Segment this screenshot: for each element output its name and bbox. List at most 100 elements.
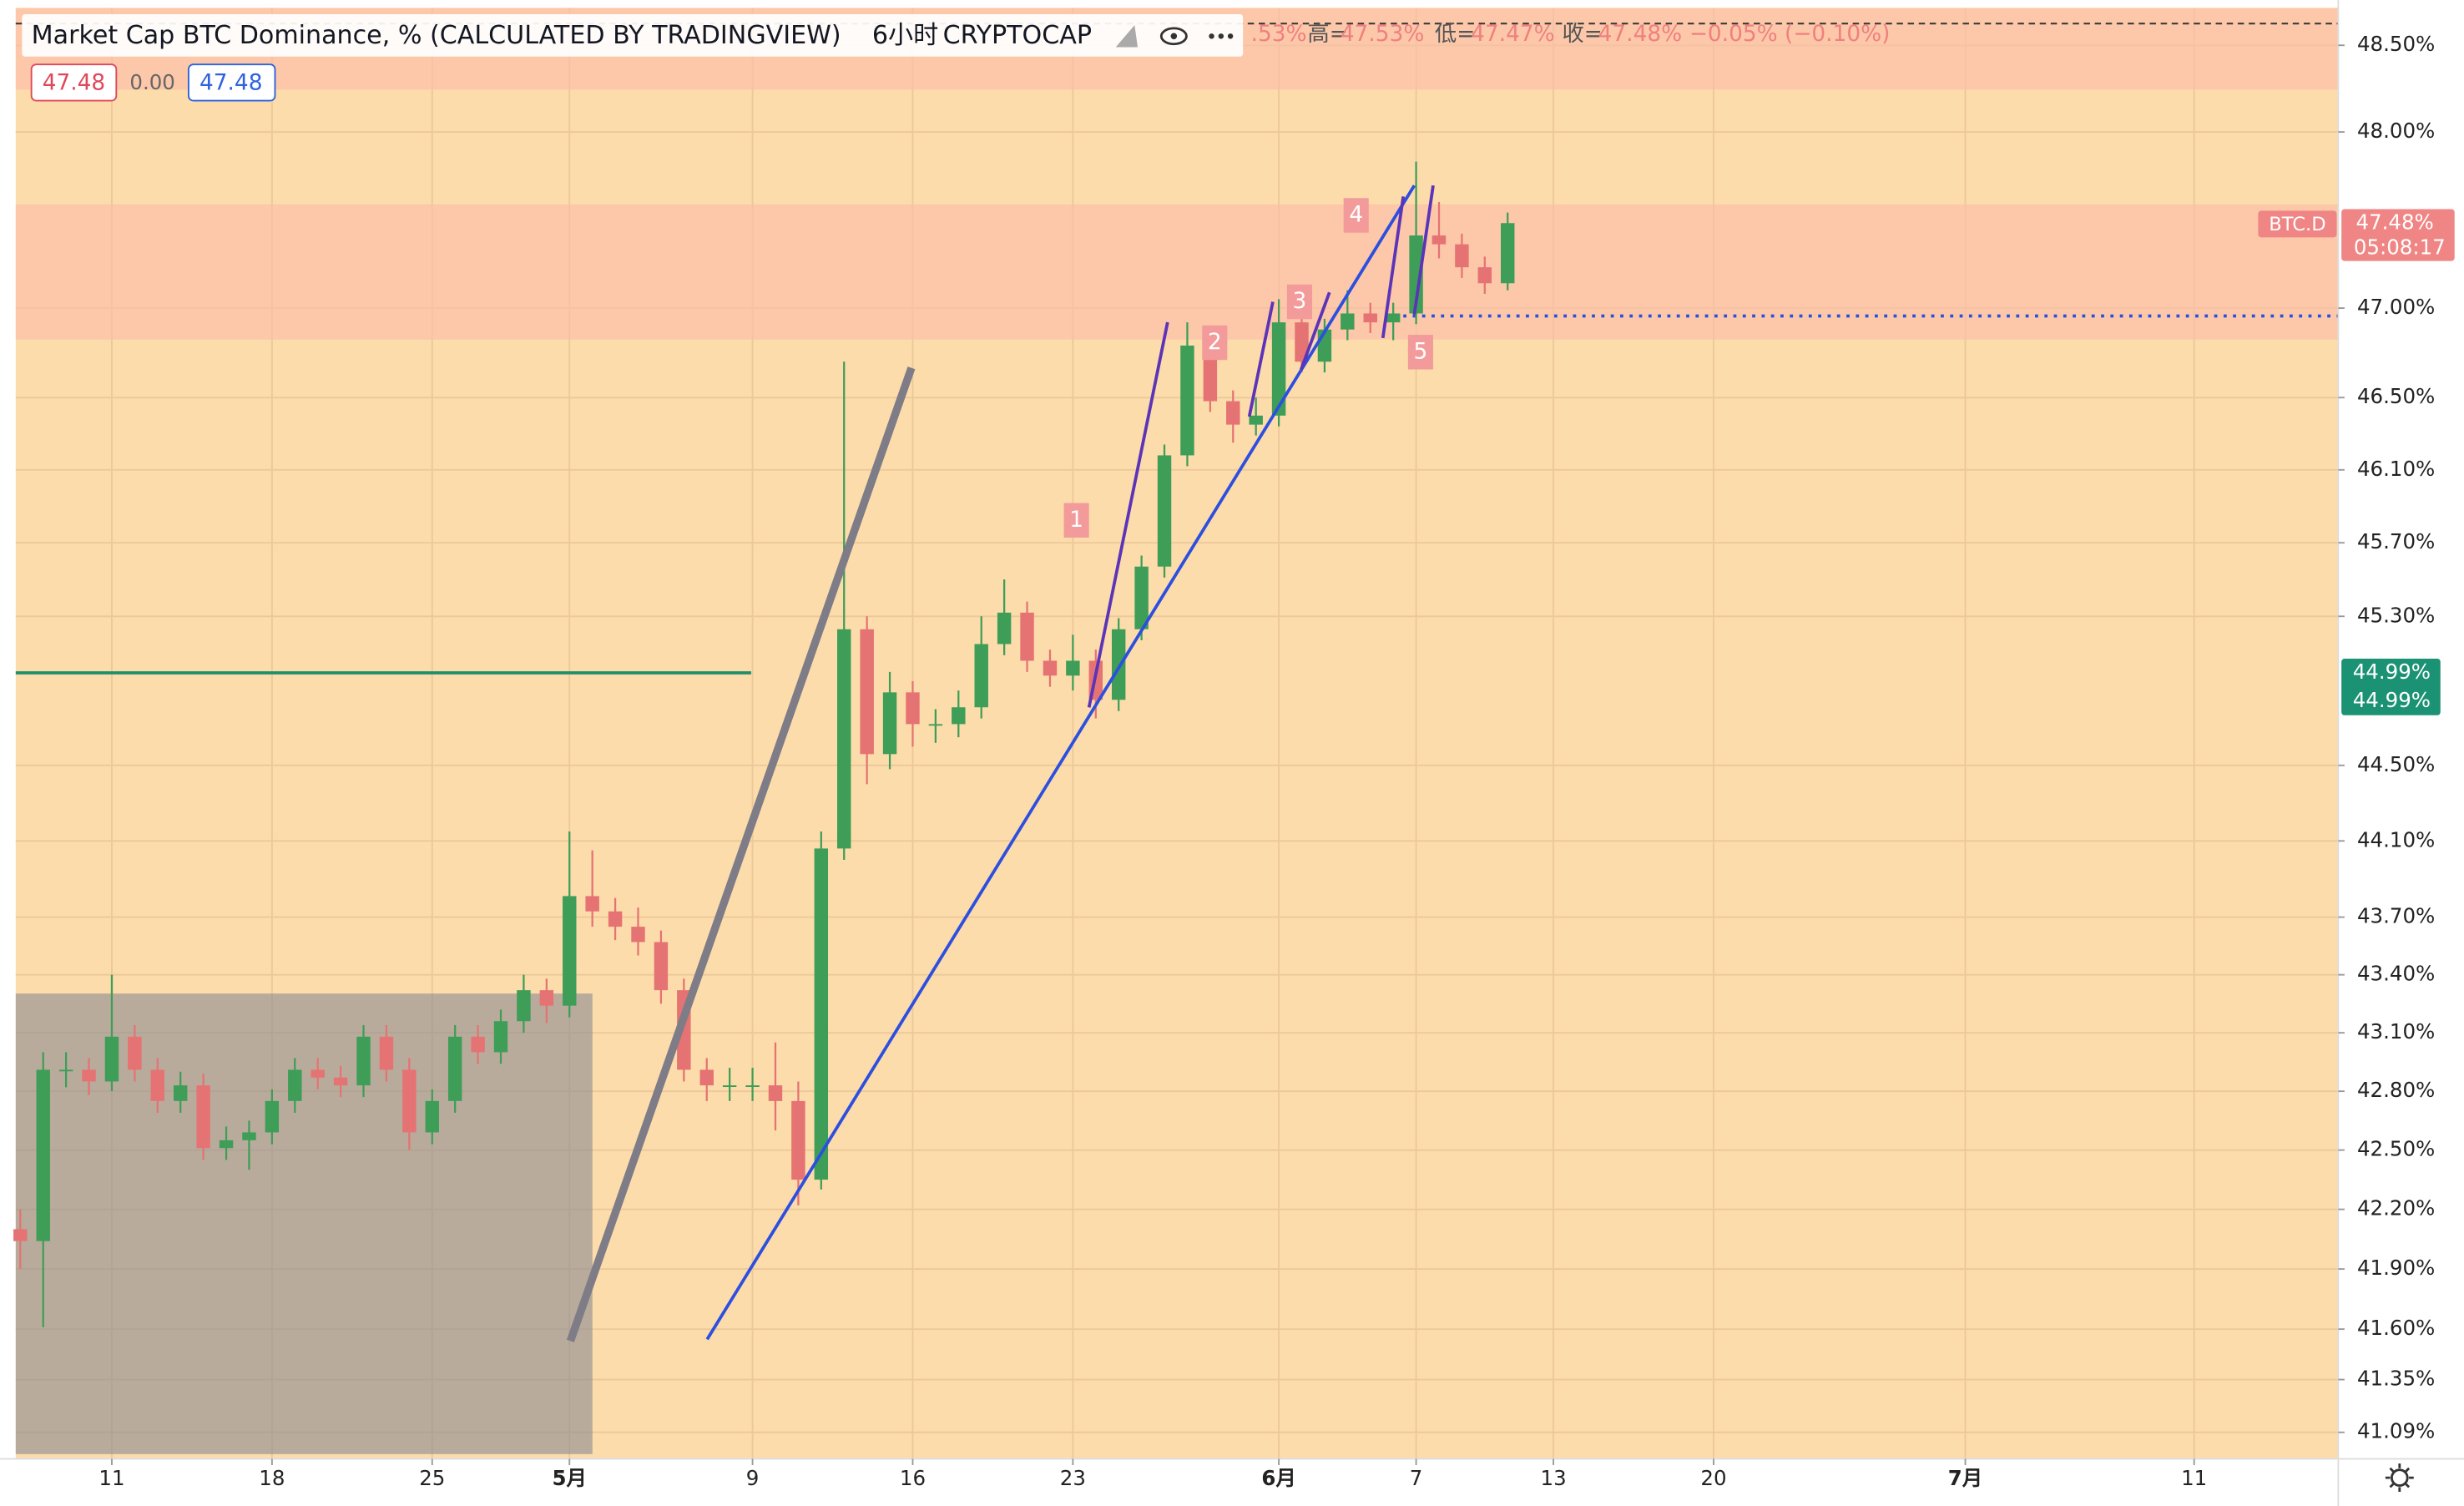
candle-body [768, 1085, 783, 1101]
candle-body [722, 1085, 737, 1088]
y-tick-label: 43.10% [2357, 1019, 2435, 1044]
x-tick-label: 7月 [1948, 1466, 1982, 1490]
flag-icon[interactable] [1115, 25, 1139, 48]
header-box [22, 13, 1244, 57]
level-label: 44.99% [2353, 688, 2431, 712]
wave-line [1300, 291, 1331, 371]
candle-body [150, 1069, 165, 1101]
candle-body [128, 1036, 142, 1070]
wave-box [1343, 198, 1369, 233]
wave-label: 5 [1414, 339, 1428, 364]
candle-body [425, 1100, 439, 1133]
candle-body [333, 1077, 348, 1086]
badge-value: 47.48 [43, 70, 105, 95]
candle-body [928, 724, 943, 726]
candle-body [517, 990, 531, 1022]
candle-body [860, 629, 874, 755]
candle-body [36, 1069, 50, 1241]
candle-body [1066, 660, 1080, 676]
candle-body [1157, 455, 1172, 567]
candle-body [1363, 313, 1377, 323]
candle-body [1249, 415, 1263, 425]
candle-body [539, 990, 554, 1006]
candle-body [493, 1021, 508, 1053]
x-tick-label: 9 [746, 1466, 760, 1490]
x-tick-label: 11 [2181, 1466, 2207, 1490]
x-axis-area [0, 1458, 2339, 1506]
range-box [15, 993, 593, 1454]
badge [187, 63, 276, 102]
level-box [2341, 659, 2441, 715]
candle-body [745, 1085, 760, 1088]
resistance-zone [15, 204, 2339, 340]
candle-body [608, 911, 623, 927]
y-tick-label: 41.35% [2357, 1367, 2435, 1391]
x-tick-label: 5月 [553, 1466, 587, 1490]
countdown: 05:08:17 [2354, 235, 2446, 260]
candle-body [1477, 267, 1492, 284]
y-tick-label: 47.00% [2357, 295, 2435, 319]
trend-line [705, 184, 1416, 1341]
y-tick-label: 42.20% [2357, 1196, 2435, 1220]
candle-body [1043, 660, 1058, 676]
candle-body [1431, 235, 1447, 245]
candle-body [379, 1036, 394, 1070]
wave-line [1247, 301, 1275, 417]
candle-body [1134, 566, 1149, 629]
more-icon[interactable] [1209, 33, 1234, 39]
chart-title: Market Cap BTC Dominance, % (CALCULATED … [32, 21, 841, 50]
candle-body [974, 644, 988, 708]
y-tick-label: 45.30% [2357, 603, 2435, 627]
ohlc-key: 收= [1562, 22, 1602, 47]
wave-box [1407, 335, 1433, 370]
candle-body [1341, 313, 1355, 330]
candle-body [82, 1069, 96, 1082]
interval[interactable]: 6小时 [872, 21, 938, 50]
x-tick-label: 25 [419, 1466, 445, 1490]
candle-body [1455, 244, 1469, 268]
candle-body [402, 1069, 417, 1133]
wave-line [1412, 184, 1435, 315]
axis-labels: 41.09% 41.35% 41.60% 41.90% 42.20% 42.50% 42.8… [98, 32, 2435, 1490]
candle-body [265, 1100, 280, 1133]
candle-body [814, 848, 829, 1180]
y-tick-label: 44.50% [2357, 752, 2435, 776]
candle-body [288, 1069, 302, 1101]
candle-body [585, 896, 599, 912]
candle-body [791, 1100, 805, 1180]
candle-body [563, 896, 577, 1006]
y-tick-label: 41.60% [2357, 1316, 2435, 1340]
last-price: 47.48% [2356, 210, 2434, 234]
wave-box [1063, 503, 1089, 538]
candle-body [1295, 322, 1309, 362]
ohlc-value: .53% [1251, 22, 1307, 47]
candle-body [447, 1036, 462, 1101]
trend-line [566, 366, 916, 1342]
y-tick-label: 48.50% [2357, 32, 2435, 56]
wave-line [1381, 196, 1406, 339]
y-tick-label: 41.90% [2357, 1256, 2435, 1280]
candle-body [1020, 612, 1034, 661]
wave-label: 3 [1293, 289, 1307, 314]
y-tick-label: 43.40% [2357, 962, 2435, 986]
x-tick-label: 20 [1700, 1466, 1726, 1490]
wave-box [1202, 325, 1228, 361]
candle-body [471, 1036, 485, 1053]
ohlc-value: 47.47% [1471, 22, 1555, 47]
level-label: 44.99% [2353, 660, 2431, 684]
wave-label: 4 [1349, 202, 1363, 227]
wave-lines [1087, 184, 1435, 708]
x-tick-label: 23 [1060, 1466, 1086, 1490]
last-price-box [2341, 209, 2455, 261]
candle-body [1271, 322, 1286, 416]
candle-body [1180, 345, 1194, 456]
symbol-box [2258, 210, 2337, 238]
candle-body [13, 1229, 28, 1241]
ohlc-value: 47.53% [1341, 22, 1425, 47]
eye-icon[interactable] [1159, 27, 1188, 46]
candle-body [699, 1069, 714, 1086]
wave-label: 2 [1208, 330, 1222, 355]
candle-body [1409, 235, 1423, 314]
settings-icon[interactable] [2385, 1463, 2414, 1493]
ohlc-key: 高= [1307, 22, 1347, 47]
